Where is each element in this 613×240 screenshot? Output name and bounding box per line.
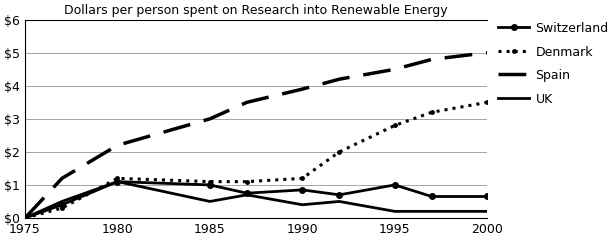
Legend: Switzerland, Denmark, Spain, UK: Switzerland, Denmark, Spain, UK: [498, 22, 609, 106]
Title: Dollars per person spent on Research into Renewable Energy: Dollars per person spent on Research int…: [64, 4, 448, 17]
